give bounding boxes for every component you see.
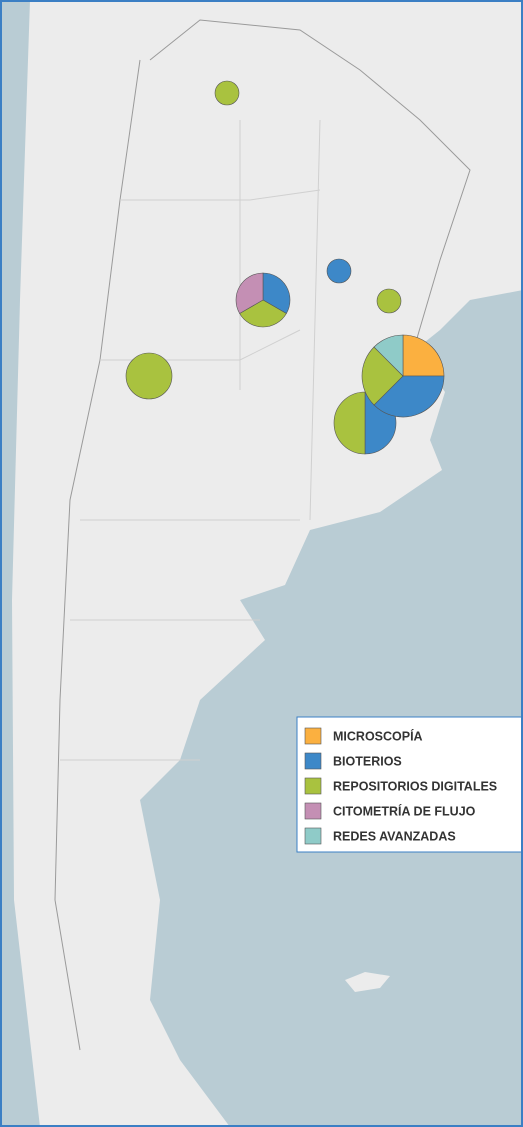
pie-slice	[326, 258, 352, 284]
legend-swatch	[304, 727, 322, 745]
pie-slice	[262, 272, 291, 314]
legend: MICROSCOPÍA BIOTERIOS REPOSITORIOS DIGITAL…	[304, 727, 497, 845]
pie-slice	[373, 334, 404, 377]
pie-slice	[373, 375, 445, 418]
pie-slice	[376, 288, 402, 314]
province-borders	[60, 119, 321, 761]
pie-slice	[361, 346, 404, 406]
pie-slice	[125, 352, 173, 400]
legend-label: REPOSITORIOS DIGITALES	[333, 779, 497, 793]
pacific-ocean	[0, 0, 40, 1127]
pie-slice	[402, 334, 445, 377]
legend-box	[296, 716, 523, 853]
atlantic-ocean	[140, 290, 523, 1127]
islands	[345, 972, 390, 992]
pie-slice	[214, 80, 240, 106]
pies	[125, 80, 445, 455]
legend-swatch	[304, 752, 322, 770]
legend-swatch	[304, 827, 322, 845]
legend-swatch	[304, 802, 322, 820]
pie-slice	[333, 391, 366, 455]
legend-swatch	[304, 777, 322, 795]
legend-label: REDES AVANZADAS	[333, 829, 456, 843]
legend-label: BIOTERIOS	[333, 754, 402, 768]
legend-label: CITOMETRÍA DE FLUJO	[333, 803, 476, 818]
legend-label: MICROSCOPÍA	[333, 728, 423, 743]
pie-slice	[235, 272, 264, 314]
